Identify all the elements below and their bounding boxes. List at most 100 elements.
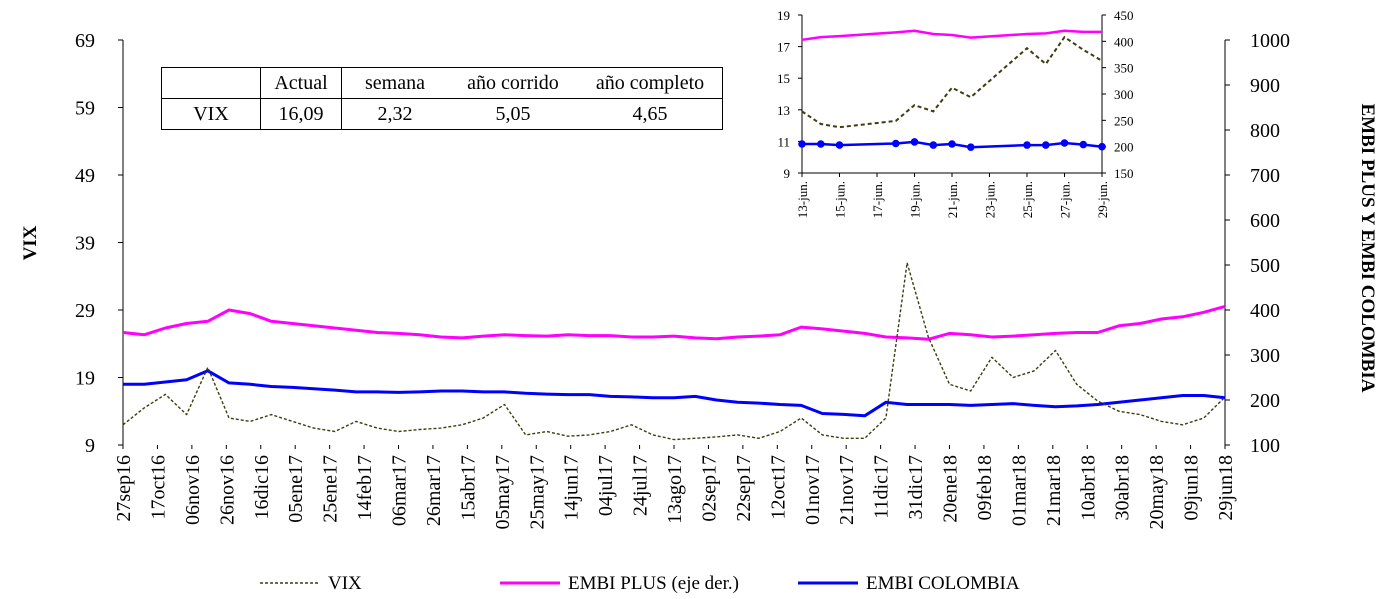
inset-x-tick-label: 13-jun. (795, 181, 810, 218)
inset-marker (1098, 142, 1106, 151)
x-tick-label: 16dic16 (251, 455, 273, 519)
table-header-semana: semana (341, 67, 448, 99)
right-tick-label: 400 (1250, 300, 1280, 322)
x-tick-label: 22sep17 (733, 455, 755, 522)
right-tick-label: 300 (1250, 345, 1280, 367)
inset-x-tick-label: 29-jun. (1095, 181, 1110, 218)
right-tick-label: 200 (1250, 390, 1280, 412)
left-tick-label: 49 (75, 165, 95, 187)
inset-x-tick-label: 25-jun. (1020, 181, 1035, 218)
inset-marker (817, 140, 825, 148)
x-tick-label: 21nov17 (836, 455, 858, 525)
x-tick-label: 12oct17 (767, 455, 789, 519)
x-tick-label: 20may18 (1146, 455, 1168, 529)
inset-x-tick-label: 21-jun. (945, 181, 960, 218)
inset-right-tick-label: 200 (1114, 140, 1134, 155)
table-cell-ano-completo: 4,65 (578, 98, 723, 130)
inset-right-tick-label: 350 (1114, 61, 1134, 76)
main-series-group (122, 262, 1226, 441)
series-line-embi-colombia (123, 369, 1226, 418)
legend: VIX EMBI PLUS (eje der.) EMBI COLOMBIA (260, 573, 1020, 594)
inset-marker (835, 141, 844, 149)
x-tick-label: 05may17 (492, 455, 514, 529)
inset-left-tick-label: 13 (777, 103, 790, 118)
x-tick-label: 17oct16 (147, 455, 169, 519)
inset-series-line-vix (801, 35, 1103, 129)
inset-marker (1042, 141, 1050, 149)
x-tick-label: 21mar18 (1043, 455, 1065, 526)
x-tick-label: 13ago17 (664, 455, 686, 524)
table-cell-ano-corrido: 5,05 (448, 98, 578, 130)
x-tick-label: 01mar18 (1008, 455, 1030, 526)
inset-x-tick-label: 19-jun. (908, 181, 923, 218)
stats-table: Actual semana año corrido año completo V… (161, 67, 723, 130)
inset-marker (798, 140, 806, 148)
inset-right-tick-label: 150 (1114, 166, 1134, 181)
x-tick-label: 29jun18 (1215, 455, 1237, 521)
table-header-empty (161, 67, 261, 99)
inset-right-tick-label: 400 (1114, 34, 1134, 49)
left-tick-label: 9 (85, 435, 95, 457)
right-tick-label: 500 (1250, 255, 1280, 277)
left-tick-label: 59 (75, 98, 95, 120)
inset-right-tick-label: 450 (1114, 8, 1134, 23)
main-axes: 69 59 49 39 29 19 9 1000 900 800 700 600 500 400 300 20… (75, 30, 1290, 529)
x-tick-label: 01nov17 (802, 455, 824, 525)
inset-right-tick-label: 250 (1114, 113, 1134, 128)
x-tick-label: 14jun17 (561, 455, 583, 521)
inset-marker (892, 139, 900, 148)
x-tick-label: 31dic17 (905, 455, 927, 519)
x-tick-label: 26nov16 (216, 455, 238, 525)
x-tick-label: 30abr18 (1112, 455, 1134, 521)
legend-label: EMBI COLOMBIA (866, 573, 1020, 594)
x-tick-label: 06mar17 (389, 455, 411, 526)
x-tick-label: 05ene17 (285, 455, 307, 523)
inset-x-tick-label: 15-jun. (833, 181, 848, 218)
inset-x-tick-label: 23-jun. (983, 181, 998, 218)
left-tick-label: 69 (75, 30, 95, 52)
x-tick-label: 09feb18 (974, 455, 996, 521)
inset-marker (910, 138, 919, 146)
inset-left-tick-label: 9 (784, 166, 791, 181)
table-cell-actual: 16,09 (260, 98, 342, 130)
table-header-ano-completo: año completo (578, 67, 723, 99)
x-tick-label: 25may17 (526, 455, 548, 529)
table-header-actual: Actual (260, 67, 342, 99)
right-tick-label: 600 (1250, 210, 1280, 232)
inset-x-tick-label: 17-jun. (870, 181, 885, 218)
legend-label: EMBI PLUS (eje der.) (568, 573, 739, 594)
inset-marker (1079, 140, 1088, 149)
left-tick-label: 39 (75, 233, 95, 255)
x-tick-label: 02sep17 (698, 455, 720, 522)
x-tick-label: 06nov16 (182, 455, 204, 525)
right-tick-label: 1000 (1250, 30, 1290, 52)
series-line-embi-plus-eje-der (122, 304, 1226, 341)
x-tick-label: 15abr17 (457, 455, 479, 521)
table-cell-label: VIX (161, 98, 261, 130)
left-axis-title: VIX (20, 225, 41, 260)
x-tick-label: 14feb17 (354, 455, 376, 521)
left-tick-label: 29 (75, 300, 95, 322)
right-tick-label: 700 (1250, 165, 1280, 187)
x-tick-label: 20ene18 (940, 455, 962, 523)
x-tick-label: 24jul17 (630, 455, 652, 516)
inset-left-tick-label: 19 (777, 8, 790, 23)
inset-left-tick-label: 11 (777, 134, 790, 149)
right-tick-label: 100 (1250, 435, 1280, 457)
inset-marker (967, 143, 975, 151)
inset-marker (1023, 141, 1031, 149)
inset-left-tick-label: 17 (777, 40, 791, 55)
x-tick-label: 09jun18 (1181, 455, 1203, 521)
series-line-vix (122, 262, 1226, 441)
x-tick-label: 27sep16 (113, 455, 135, 522)
x-tick-label: 11dic17 (871, 455, 893, 519)
inset-marker (948, 140, 956, 148)
stats-table-header-row: Actual semana año corrido año completo (161, 67, 723, 99)
inset-chart: 19 17 15 13 11 9 450 400 350 300 250 200 150 13-jun. 1… (777, 8, 1134, 218)
inset-marker (929, 141, 938, 149)
inset-marker (1060, 139, 1069, 147)
right-tick-label: 900 (1250, 75, 1280, 97)
inset-left-tick-label: 15 (777, 71, 790, 86)
right-tick-label: 800 (1250, 120, 1280, 142)
